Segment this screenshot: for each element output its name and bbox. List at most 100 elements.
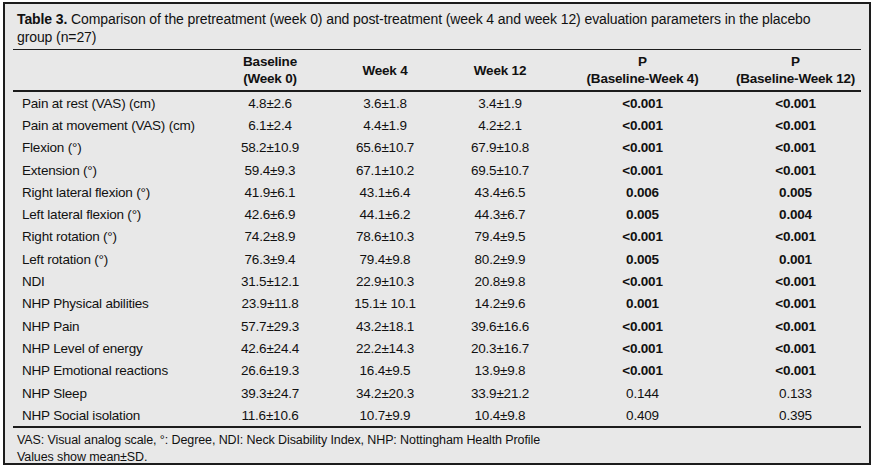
- baseline-value: 76.3±9.4: [215, 252, 325, 267]
- p-baseline-week12-value: 0.001: [730, 252, 861, 267]
- param-label: Left lateral flexion (°): [13, 207, 215, 222]
- p-baseline-week4-value: 0.409: [555, 408, 730, 423]
- param-label: NHP Pain: [13, 319, 215, 334]
- week4-value: 43.2±18.1: [325, 319, 445, 334]
- baseline-value: 42.6±24.4: [215, 341, 325, 356]
- header-week4: Week 4: [325, 62, 445, 79]
- p-baseline-week4-value: <0.001: [555, 274, 730, 289]
- p-baseline-week4-value: <0.001: [555, 341, 730, 356]
- p-baseline-week4-value: <0.001: [555, 96, 730, 111]
- p-baseline-week4-value: <0.001: [555, 140, 730, 155]
- week12-value: 3.4±1.9: [445, 96, 555, 111]
- param-label: Right lateral flexion (°): [13, 185, 215, 200]
- baseline-value: 26.6±19.3: [215, 363, 325, 378]
- param-label: Pain at rest (VAS) (cm): [13, 96, 215, 111]
- table-row: NHP Emotional reactions26.6±19.316.4±9.5…: [13, 360, 861, 382]
- p-baseline-week12-value: <0.001: [730, 96, 861, 111]
- week4-value: 65.6±10.7: [325, 140, 445, 155]
- footnote-abbreviations: VAS: Visual analog scale, °: Degree, NDI…: [17, 432, 857, 449]
- week12-value: 43.4±6.5: [445, 185, 555, 200]
- table-row: Left rotation (°)76.3±9.479.4±9.880.2±9.…: [13, 248, 861, 270]
- p-baseline-week4-value: <0.001: [555, 163, 730, 178]
- week12-value: 80.2±9.9: [445, 252, 555, 267]
- header-week12: Week 12: [445, 62, 555, 79]
- p-baseline-week4-value: 0.006: [555, 185, 730, 200]
- week4-value: 15.1± 10.1: [325, 296, 445, 311]
- p-baseline-week12-value: <0.001: [730, 341, 861, 356]
- table-number: Table 3.: [17, 11, 67, 27]
- param-label: Left rotation (°): [13, 252, 215, 267]
- footnote-values: Values show mean±SD.: [17, 449, 857, 466]
- table-frame: Table 3. Comparison of the pretreatment …: [3, 2, 871, 465]
- week12-value: 39.6±16.6: [445, 319, 555, 334]
- baseline-value: 42.6±6.9: [215, 207, 325, 222]
- table-body: Pain at rest (VAS) (cm)4.8±2.63.6±1.83.4…: [13, 92, 861, 428]
- week4-value: 44.1±6.2: [325, 207, 445, 222]
- p-baseline-week12-value: <0.001: [730, 274, 861, 289]
- p-baseline-week12-value: <0.001: [730, 140, 861, 155]
- week12-value: 69.5±10.7: [445, 163, 555, 178]
- baseline-value: 31.5±12.1: [215, 274, 325, 289]
- header-baseline: Baseline (Week 0): [215, 53, 325, 87]
- p-baseline-week4-value: 0.005: [555, 252, 730, 267]
- p-baseline-week12-value: <0.001: [730, 163, 861, 178]
- baseline-value: 39.3±24.7: [215, 386, 325, 401]
- week4-value: 34.2±20.3: [325, 386, 445, 401]
- table-row: Extension (°)59.4±9.367.1±10.269.5±10.7<…: [13, 159, 861, 181]
- week4-value: 4.4±1.9: [325, 118, 445, 133]
- param-label: NHP Emotional reactions: [13, 363, 215, 378]
- table-caption: Table 3. Comparison of the pretreatment …: [5, 4, 841, 49]
- p-baseline-week12-value: <0.001: [730, 319, 861, 334]
- week12-value: 79.4±9.5: [445, 229, 555, 244]
- param-label: Pain at movement (VAS) (cm): [13, 118, 215, 133]
- header-p-baseline-week4: P (Baseline-Week 4): [555, 53, 730, 87]
- week4-value: 79.4±9.8: [325, 252, 445, 267]
- week4-value: 3.6±1.8: [325, 96, 445, 111]
- p-baseline-week4-value: 0.144: [555, 386, 730, 401]
- param-label: NHP Physical abilities: [13, 296, 215, 311]
- p-baseline-week12-value: 0.005: [730, 185, 861, 200]
- param-label: Right rotation (°): [13, 229, 215, 244]
- p-baseline-week12-value: <0.001: [730, 363, 861, 378]
- week12-value: 10.4±9.8: [445, 408, 555, 423]
- week4-value: 43.1±6.4: [325, 185, 445, 200]
- baseline-value: 58.2±10.9: [215, 140, 325, 155]
- week12-value: 14.2±9.6: [445, 296, 555, 311]
- baseline-value: 11.6±10.6: [215, 408, 325, 423]
- week12-value: 33.9±21.2: [445, 386, 555, 401]
- baseline-value: 41.9±6.1: [215, 185, 325, 200]
- week12-value: 44.3±6.7: [445, 207, 555, 222]
- p-baseline-week4-value: <0.001: [555, 319, 730, 334]
- baseline-value: 74.2±8.9: [215, 229, 325, 244]
- baseline-value: 6.1±2.4: [215, 118, 325, 133]
- table-row: NHP Level of energy42.6±24.422.2±14.320.…: [13, 337, 861, 359]
- p-baseline-week4-value: <0.001: [555, 363, 730, 378]
- p-baseline-week4-value: <0.001: [555, 118, 730, 133]
- week12-value: 20.8±9.8: [445, 274, 555, 289]
- table-row: NHP Pain57.7±29.343.2±18.139.6±16.6<0.00…: [13, 315, 861, 337]
- param-label: NHP Social isolation: [13, 408, 215, 423]
- baseline-value: 59.4±9.3: [215, 163, 325, 178]
- table-row: Left lateral flexion (°)42.6±6.944.1±6.2…: [13, 203, 861, 225]
- week12-value: 4.2±2.1: [445, 118, 555, 133]
- table-row: NHP Physical abilities23.9±11.815.1± 10.…: [13, 293, 861, 315]
- week4-value: 78.6±10.3: [325, 229, 445, 244]
- table-row: Right rotation (°)74.2±8.978.6±10.379.4±…: [13, 226, 861, 248]
- p-baseline-week12-value: <0.001: [730, 118, 861, 133]
- table-row: Pain at rest (VAS) (cm)4.8±2.63.6±1.83.4…: [13, 92, 861, 114]
- p-baseline-week4-value: 0.001: [555, 296, 730, 311]
- header-p-baseline-week12: P (Baseline-Week 12): [730, 53, 861, 87]
- param-label: NHP Level of energy: [13, 341, 215, 356]
- week12-value: 13.9±9.8: [445, 363, 555, 378]
- baseline-value: 57.7±29.3: [215, 319, 325, 334]
- caption-text: Comparison of the pretreatment (week 0) …: [17, 11, 810, 45]
- p-baseline-week12-value: <0.001: [730, 296, 861, 311]
- week4-value: 22.2±14.3: [325, 341, 445, 356]
- p-baseline-week4-value: 0.005: [555, 207, 730, 222]
- param-label: NHP Sleep: [13, 386, 215, 401]
- table-row: Pain at movement (VAS) (cm)6.1±2.44.4±1.…: [13, 114, 861, 136]
- table-row: Flexion (°)58.2±10.965.6±10.767.9±10.8<0…: [13, 137, 861, 159]
- table-footnotes: VAS: Visual analog scale, °: Degree, NDI…: [5, 428, 869, 466]
- baseline-value: 23.9±11.8: [215, 296, 325, 311]
- week12-value: 67.9±10.8: [445, 140, 555, 155]
